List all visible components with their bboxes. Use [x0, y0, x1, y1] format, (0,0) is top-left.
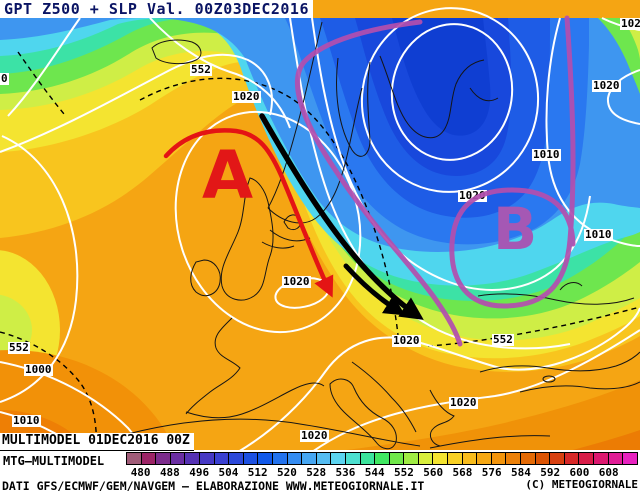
- colorbar-tick: 576: [481, 466, 502, 479]
- colorbar-tick: 536: [335, 466, 356, 479]
- contour-value-label: 0: [0, 72, 9, 85]
- geopotential-colorbar: [126, 452, 638, 465]
- colorbar-cell: [375, 453, 390, 464]
- contour-value-label: 1020: [232, 90, 261, 103]
- colorbar-cell: [564, 453, 580, 464]
- cyclone-letter-b: B: [493, 195, 538, 263]
- colorbar-cell: [550, 453, 565, 464]
- colorbar-cell: [608, 453, 624, 464]
- anticyclone-letter-a: A: [202, 137, 254, 214]
- warm-ridge-red-arrow: [163, 128, 334, 298]
- colorbar-cell: [360, 453, 376, 464]
- colorbar-cell: [594, 453, 609, 464]
- trough-axis-purple-lines: [295, 15, 576, 347]
- colorbar-tick: 496: [189, 466, 210, 479]
- colorbar-tick: 560: [423, 466, 444, 479]
- colorbar-cell: [272, 453, 288, 464]
- colorbar-cell: [170, 453, 186, 464]
- colorbar-cell: [127, 453, 142, 464]
- colorbar-cell: [579, 453, 594, 464]
- colorbar-cell: [199, 453, 215, 464]
- colorbar-cell: [156, 453, 171, 464]
- colorbar-tick: 600: [569, 466, 590, 479]
- colorbar-cell: [345, 453, 361, 464]
- colorbar-cell: [477, 453, 492, 464]
- contour-value-label: 1010: [12, 414, 41, 427]
- colorbar-tick: 592: [540, 466, 561, 479]
- colorbar-tick: 544: [364, 466, 385, 479]
- colorbar-cell: [389, 453, 405, 464]
- colorbar-cell: [535, 453, 551, 464]
- contour-value-label: 1020: [282, 275, 311, 288]
- contour-value-label: 1020: [300, 429, 329, 442]
- model-name-label: MTG—MULTIMODEL: [3, 454, 105, 468]
- colorbar-cell: [141, 453, 157, 464]
- colorbar-tick: 520: [276, 466, 297, 479]
- data-credits: DATI GFS/ECMWF/GEM/NAVGEM — ELABORAZIONE…: [2, 479, 425, 493]
- contour-value-label: 1020: [449, 396, 478, 409]
- colorbar-tick: 504: [218, 466, 239, 479]
- colorbar-cell: [185, 453, 200, 464]
- colorbar-cell: [331, 453, 346, 464]
- colorbar-cell: [214, 453, 230, 464]
- colorbar-cell: [521, 453, 536, 464]
- colorbar-tick: 528: [306, 466, 327, 479]
- colorbar-cell: [506, 453, 522, 464]
- contour-value-label: 1000: [24, 363, 53, 376]
- contour-value-label: 1020: [392, 334, 421, 347]
- colorbar-tick: 608: [598, 466, 619, 479]
- colorbar-cell: [491, 453, 507, 464]
- legend-strip: MULTIMODEL 01DEC2016 00Z MTG—MULTIMODEL …: [0, 433, 640, 493]
- contour-value-label: 552: [8, 341, 30, 354]
- colorbar-cell: [316, 453, 332, 464]
- contour-value-label: 1010: [532, 148, 561, 161]
- copyright-label: (C) METEOGIORNALE: [525, 478, 638, 491]
- colorbar-cell: [229, 453, 244, 464]
- colorbar-cell: [623, 453, 637, 464]
- colorbar-cell: [243, 453, 259, 464]
- colorbar-tick: 488: [159, 466, 180, 479]
- colorbar-tick: 584: [511, 466, 531, 479]
- colorbar-tick: 480: [130, 466, 151, 479]
- colorbar-cell: [462, 453, 478, 464]
- map-title: GPT Z500 + SLP Val. 00Z03DEC2016: [0, 0, 313, 18]
- colorbar-cell: [448, 453, 463, 464]
- contour-value-label: 1020: [592, 79, 621, 92]
- contour-value-label: 1020: [620, 18, 640, 30]
- colorbar-cell: [418, 453, 434, 464]
- model-run-label: MULTIMODEL 01DEC2016 00Z: [0, 433, 194, 451]
- colorbar-cell: [433, 453, 449, 464]
- colorbar-cell: [404, 453, 419, 464]
- contour-value-label: 552: [492, 333, 514, 346]
- colorbar-tick: 568: [452, 466, 473, 479]
- z500-552-dashed-contours: [0, 51, 640, 453]
- colorbar-tick: 552: [394, 466, 414, 479]
- colorbar-cell: [302, 453, 317, 464]
- contour-value-label: 1010: [584, 228, 613, 241]
- colorbar-cell: [287, 453, 303, 464]
- cold-flow-black-arrows: [259, 113, 424, 320]
- colorbar-cell: [258, 453, 273, 464]
- contour-value-label: 552: [190, 63, 212, 76]
- coastlines: [119, 21, 640, 450]
- colorbar-tick: 512: [247, 466, 268, 479]
